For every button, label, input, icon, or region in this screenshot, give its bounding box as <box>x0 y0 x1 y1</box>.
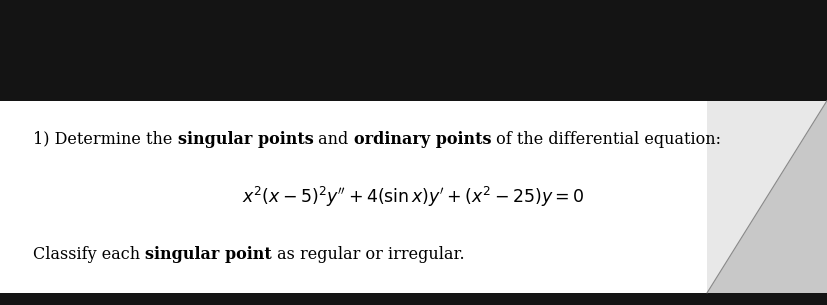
Text: $x^2(x-5)^2y'' + 4(\sin x)y' + (x^2 - 25)y = 0$: $x^2(x-5)^2y'' + 4(\sin x)y' + (x^2 - 25… <box>242 185 585 209</box>
Text: singular point: singular point <box>146 246 272 263</box>
Polygon shape <box>707 101 827 293</box>
Bar <box>0 293 827 305</box>
Text: singular points: singular points <box>178 131 313 148</box>
Text: Classify each: Classify each <box>33 246 146 263</box>
Text: of the differential equation:: of the differential equation: <box>491 131 721 148</box>
Text: as regular or irregular.: as regular or irregular. <box>272 246 465 263</box>
Bar <box>0 101 827 293</box>
Text: 1) Determine the: 1) Determine the <box>33 131 178 148</box>
Text: and: and <box>313 131 354 148</box>
Text: ordinary points: ordinary points <box>354 131 491 148</box>
Polygon shape <box>707 101 827 293</box>
